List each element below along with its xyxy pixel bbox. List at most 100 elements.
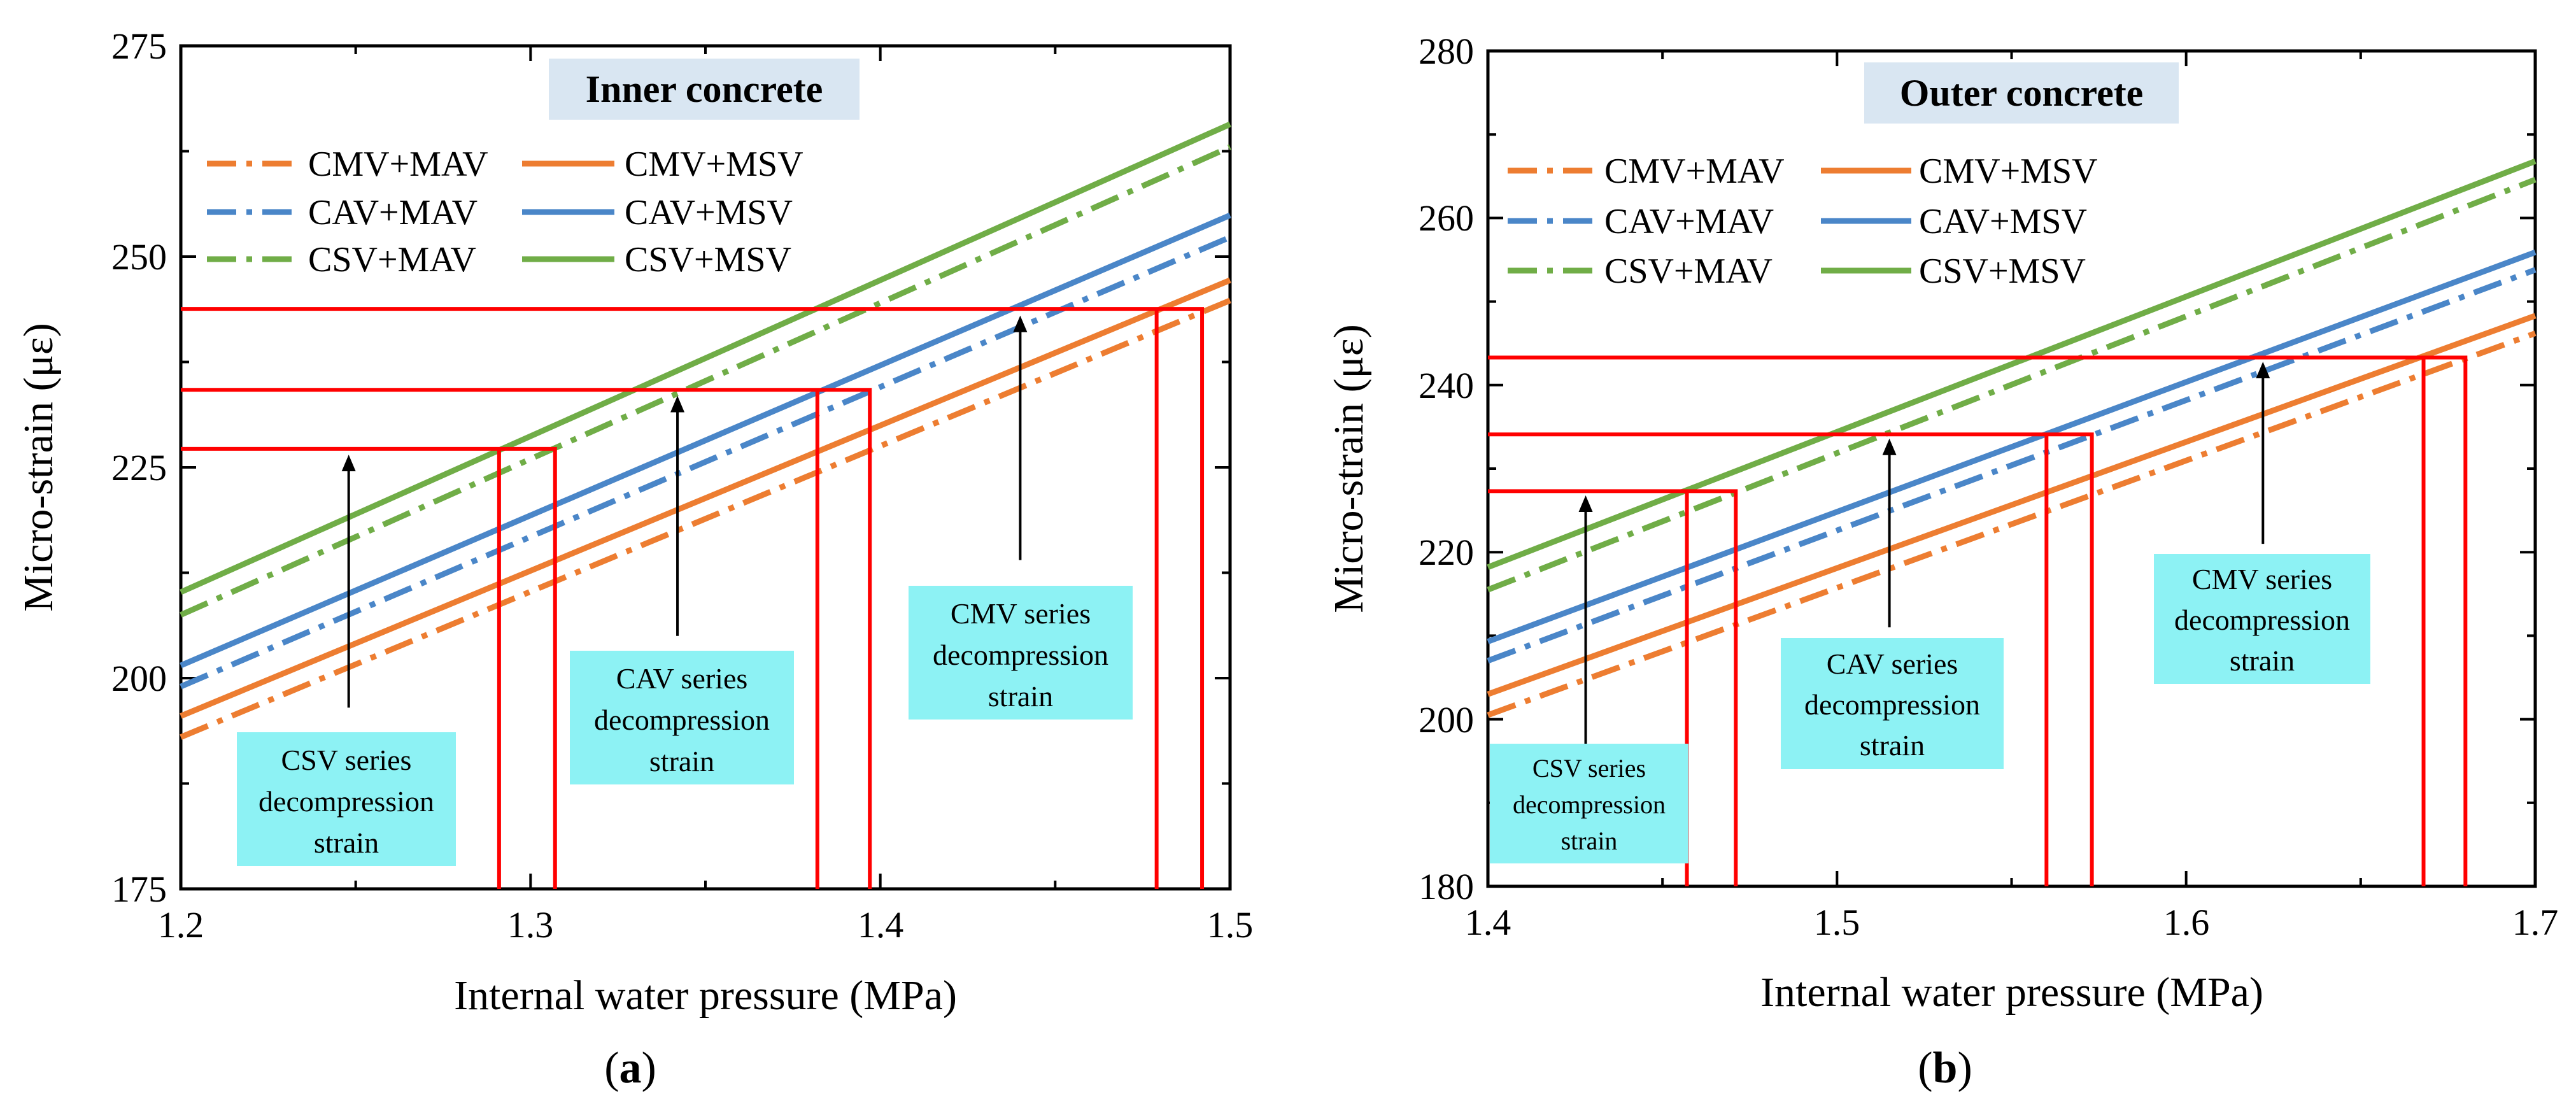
annotation-line: decompression — [933, 639, 1108, 671]
panel-b-xtick-label: 1.5 — [1814, 902, 1860, 943]
decompression-outer-line — [1488, 489, 1738, 886]
legend-label-cmv-msv: CMV+MSV — [1919, 152, 2098, 191]
panel-b-arrows — [1578, 362, 2270, 744]
series-line-cmv-msv — [1487, 313, 2537, 697]
series-line-cmv-mav — [1487, 330, 2537, 718]
arrow-head — [1578, 495, 1593, 512]
arrow-head — [1013, 315, 1028, 332]
panel-a-ytick-label: 200 — [111, 658, 167, 699]
panel-a-label: (a) — [604, 1044, 656, 1093]
annotation-box — [909, 586, 1133, 720]
panel-a-series-lines — [180, 122, 1231, 740]
annotation-line: decompression — [258, 785, 434, 818]
panel-b-xtick-label: 1.4 — [1465, 902, 1511, 943]
series-line-cav-mav — [1487, 267, 2537, 663]
arrow-head — [670, 395, 685, 413]
series-line-csv-mav — [180, 144, 1231, 618]
panel-a-xtick-label: 1.4 — [858, 904, 904, 946]
legend-label-cmv-msv: CMV+MSV — [625, 145, 803, 184]
panel-b-legend: CMV+MAV CMV+MSV CAV+MAV CAV+MSV CSV+MAV … — [1508, 152, 2098, 291]
panel-a-xtick-label: 1.5 — [1207, 904, 1254, 946]
panel-b-chart: 180 200 220 240 260 280 1.4 1.5 1.6 1.7 … — [1326, 31, 2558, 1093]
series-line-cav-msv — [180, 212, 1231, 669]
annotation-box — [237, 732, 456, 866]
series-line-cmv-msv — [180, 277, 1231, 719]
panel-b-ytick-label: 200 — [1419, 699, 1474, 741]
annotation-line: CMV series — [2192, 563, 2332, 595]
panel-b-ytick-label: 260 — [1419, 197, 1474, 239]
decompression-outer-line — [1488, 355, 2468, 886]
annotation-line: strain — [649, 745, 714, 777]
legend-label-cmv-mav: CMV+MAV — [1604, 152, 1785, 191]
annotation-line: CMV series — [951, 597, 1091, 630]
panel-a-xtick-label: 1.3 — [507, 904, 554, 946]
annotation-line: strain — [1561, 826, 1618, 855]
annotation-line: decompression — [1513, 790, 1666, 819]
annotation-line: CAV series — [616, 662, 748, 695]
panel-a-ytick-label: 275 — [111, 25, 167, 67]
panel-a-ytick-label: 175 — [111, 868, 167, 910]
panel-a-ticks — [180, 45, 1231, 890]
legend-label-cav-msv: CAV+MSV — [1919, 202, 2087, 241]
panel-b-annotation-cav: CAV series decompression strain — [1781, 638, 2004, 769]
panel-b-decompression-lines — [1488, 355, 2468, 886]
panel-a-decompression-lines — [181, 307, 1205, 889]
panel-a-annotation-cav: CAV series decompression strain — [570, 651, 794, 784]
panel-b-ytick-label: 240 — [1419, 365, 1474, 406]
annotation-line: CAV series — [1827, 648, 1958, 680]
panel-b-ytick-label: 220 — [1419, 532, 1474, 573]
decompression-outer-line — [181, 307, 1205, 889]
panel-a-title-box — [549, 59, 860, 120]
annotation-line: strain — [2230, 644, 2295, 677]
legend-label-csv-mav: CSV+MAV — [308, 240, 476, 280]
panel-b-y-axis-title: Micro-strain (με) — [1326, 324, 1372, 613]
legend-label-csv-msv: CSV+MSV — [1919, 252, 2086, 291]
panel-b-xtick-label: 1.6 — [2163, 902, 2210, 943]
arrow-head — [1882, 438, 1897, 455]
annotation-box — [1781, 638, 2004, 769]
panel-b-title: Outer concrete — [1900, 72, 2144, 114]
annotation-box — [1490, 744, 1688, 863]
panel-a-y-axis-title: Micro-strain (με) — [15, 323, 62, 611]
panel-a-annotation-cmv: CMV series decompression strain — [909, 586, 1133, 720]
decompression-outer-line — [1488, 432, 2094, 886]
panel-a-ytick-label: 225 — [111, 447, 167, 488]
series-line-csv-msv — [180, 122, 1231, 595]
series-line-cav-msv — [1487, 249, 2537, 644]
panel-a-legend: CMV+MAV CMV+MSV CAV+MAV CAV+MSV CSV+MAV … — [207, 145, 803, 280]
decompression-outer-line — [181, 446, 557, 889]
panel-a-chart: 175 200 225 250 275 1.2 1.3 1.4 1.5 Inte… — [15, 25, 1253, 1093]
annotation-box — [570, 651, 794, 784]
series-line-csv-mav — [1487, 176, 2537, 593]
annotation-line: strain — [988, 680, 1053, 713]
legend-label-csv-mav: CSV+MAV — [1604, 252, 1773, 291]
legend-label-cav-msv: CAV+MSV — [625, 193, 793, 232]
panel-a-annotation-csv: CSV series decompression strain — [237, 732, 456, 866]
panel-b-ticks — [1487, 50, 2537, 888]
legend-label-csv-msv: CSV+MSV — [625, 240, 791, 280]
panel-a-arrows — [341, 315, 1028, 708]
arrow-head — [2256, 362, 2270, 379]
annotation-box — [2154, 554, 2370, 684]
panel-a-ytick-label: 250 — [111, 236, 167, 278]
annotation-line: decompression — [1804, 688, 1980, 721]
panel-a-title: Inner concrete — [586, 68, 823, 110]
panel-b-annotation-cmv: CMV series decompression strain — [2154, 554, 2370, 684]
annotation-line: strain — [314, 826, 379, 859]
annotation-line: CSV series — [281, 744, 412, 776]
panel-b-ytick-label: 280 — [1419, 31, 1474, 72]
panel-a-xtick-label: 1.2 — [158, 904, 204, 946]
annotation-line: decompression — [594, 704, 770, 736]
series-line-cmv-mav — [180, 297, 1231, 740]
series-line-cav-mav — [180, 234, 1231, 690]
panel-a-x-axis-title: Internal water pressure (MPa) — [454, 972, 957, 1019]
legend-label-cav-mav: CAV+MAV — [308, 193, 478, 232]
panel-b-label: (b) — [1918, 1044, 1972, 1093]
panel-b-series-lines — [1487, 158, 2537, 718]
panel-b-ytick-label: 180 — [1419, 866, 1474, 907]
legend-label-cmv-mav: CMV+MAV — [308, 145, 488, 184]
legend-label-cav-mav: CAV+MAV — [1604, 202, 1774, 241]
annotation-line: CSV series — [1532, 754, 1646, 783]
annotation-line: strain — [1860, 729, 1925, 762]
